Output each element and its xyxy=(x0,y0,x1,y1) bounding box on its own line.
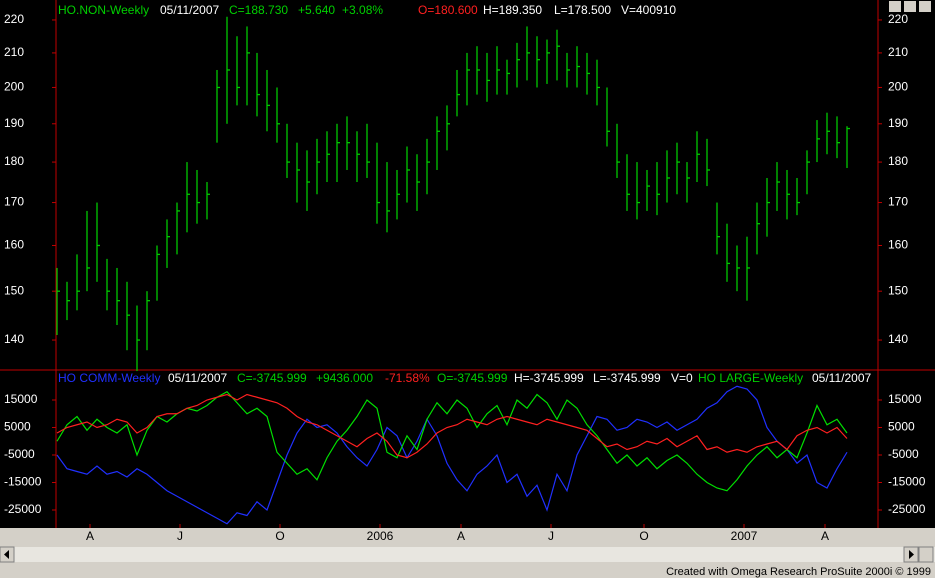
scroll-end[interactable] xyxy=(918,546,934,563)
arrow-icon xyxy=(909,550,914,559)
y-tick-label: 5000 xyxy=(888,420,915,434)
y-tick-label: 170 xyxy=(4,195,24,209)
y-tick-label: 140 xyxy=(888,332,908,346)
header-text: O=-3745.999 xyxy=(437,371,508,385)
y-tick-label: 210 xyxy=(4,45,24,59)
y-tick-label: 220 xyxy=(4,12,24,26)
y-tick-label: -25000 xyxy=(4,502,42,516)
minimize-button[interactable] xyxy=(889,1,901,12)
indicator-line xyxy=(56,390,848,492)
header-text: HO LARGE-Weekly xyxy=(698,371,803,385)
y-tick-label: 180 xyxy=(4,154,24,168)
y-tick-label: 210 xyxy=(888,45,908,59)
arrow-icon xyxy=(4,550,9,559)
header-text: V=0 xyxy=(671,371,693,385)
x-tick-label: 2006 xyxy=(367,529,394,543)
y-tick-label: -5000 xyxy=(888,447,919,461)
y-tick-label: 160 xyxy=(888,238,908,252)
indicator-line xyxy=(56,385,848,525)
y-tick-label: 190 xyxy=(4,116,24,130)
header-text: HO.NON-Weekly xyxy=(58,3,149,17)
y-tick-label: 140 xyxy=(4,332,24,346)
y-tick-label: 200 xyxy=(888,80,908,94)
y-tick-label: -5000 xyxy=(4,447,35,461)
header-text: HO COMM-Weekly xyxy=(58,371,160,385)
header-text: 05/11/2007 xyxy=(168,371,227,385)
y-tick-label: 220 xyxy=(888,12,908,26)
header-text: H=189.350 xyxy=(483,3,542,17)
scroll-track[interactable] xyxy=(0,547,935,562)
x-tick-label: A xyxy=(86,529,94,543)
y-tick-label: 200 xyxy=(4,80,24,94)
y-tick-label: 150 xyxy=(888,283,908,297)
scrollbar[interactable] xyxy=(0,546,935,563)
header-text: C=188.730 xyxy=(229,3,288,17)
x-tick-label: A xyxy=(457,529,465,543)
header-text: +5.640 xyxy=(298,3,335,17)
y-tick-label: 15000 xyxy=(888,392,922,406)
y-tick-label: -25000 xyxy=(888,502,926,516)
header-text: V=400910 xyxy=(621,3,676,17)
y-tick-label: -15000 xyxy=(4,475,42,489)
y-tick-label: 15000 xyxy=(4,392,38,406)
header-text: O=180.600 xyxy=(418,3,478,17)
header-text: +9436.000 xyxy=(316,371,373,385)
x-tick-label: A xyxy=(821,529,829,543)
header-text: L=178.500 xyxy=(554,3,611,17)
header-text: -71.58% xyxy=(385,371,430,385)
y-tick-label: 180 xyxy=(888,154,908,168)
header-text: 05/11/2007 xyxy=(160,3,219,17)
x-tick-label: J xyxy=(177,529,183,543)
x-tick-label: 2007 xyxy=(731,529,758,543)
x-tick-label: O xyxy=(639,529,648,543)
footer: Created with Omega Research ProSuite 200… xyxy=(666,566,931,578)
header-text: H=-3745.999 xyxy=(514,371,584,385)
close-button[interactable] xyxy=(919,1,931,12)
window-buttons[interactable] xyxy=(889,1,931,12)
header-text: +3.08% xyxy=(342,3,383,17)
x-tick-label: J xyxy=(548,529,554,543)
indicator-line xyxy=(56,393,848,459)
y-tick-label: 160 xyxy=(4,238,24,252)
maximize-button[interactable] xyxy=(904,1,916,12)
header-text: L=-3745.999 xyxy=(593,371,661,385)
y-tick-label: 170 xyxy=(888,195,908,209)
x-tick-label: O xyxy=(275,529,284,543)
header-text: C=-3745.999 xyxy=(237,371,307,385)
header-text: 05/11/2007 xyxy=(812,371,871,385)
y-tick-label: 190 xyxy=(888,116,908,130)
y-tick-label: 150 xyxy=(4,283,24,297)
y-tick-label: 5000 xyxy=(4,420,31,434)
y-tick-label: -15000 xyxy=(888,475,926,489)
